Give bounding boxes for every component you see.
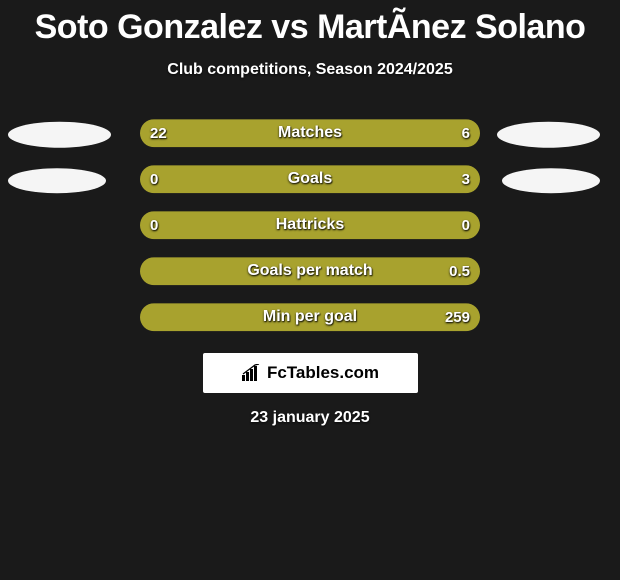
logo-text: FcTables.com (267, 363, 379, 383)
player-left-marker (8, 122, 111, 148)
snapshot-date: 23 january 2025 (0, 409, 620, 427)
player-right-marker (497, 122, 600, 148)
stat-label: Goals (140, 165, 480, 193)
stat-bar: 00Hattricks (140, 211, 480, 239)
player-right-marker (502, 168, 600, 193)
stat-label: Min per goal (140, 303, 480, 331)
stat-label: Hattricks (140, 211, 480, 239)
chart-bars-icon (241, 364, 263, 382)
stat-row: 00Hattricks (0, 205, 620, 251)
stat-label: Goals per match (140, 257, 480, 285)
stat-label: Matches (140, 119, 480, 147)
stat-bar: 226Matches (140, 119, 480, 147)
stat-rows: 226Matches 03Goals 00Hattricks 0.5Goals per… (0, 113, 620, 343)
stat-bar: 0.5Goals per match (140, 257, 480, 285)
stat-bar: 259Min per goal (140, 303, 480, 331)
stat-bar: 03Goals (140, 165, 480, 193)
comparison-subtitle: Club competitions, Season 2024/2025 (0, 61, 620, 79)
stat-row: 259Min per goal (0, 297, 620, 343)
site-logo: FcTables.com (203, 353, 418, 393)
comparison-title: Soto Gonzalez vs MartÃ­nez Solano (0, 0, 620, 47)
player-left-marker (8, 168, 106, 193)
stat-row: 0.5Goals per match (0, 251, 620, 297)
stat-row: 03Goals (0, 159, 620, 205)
stat-row: 226Matches (0, 113, 620, 159)
